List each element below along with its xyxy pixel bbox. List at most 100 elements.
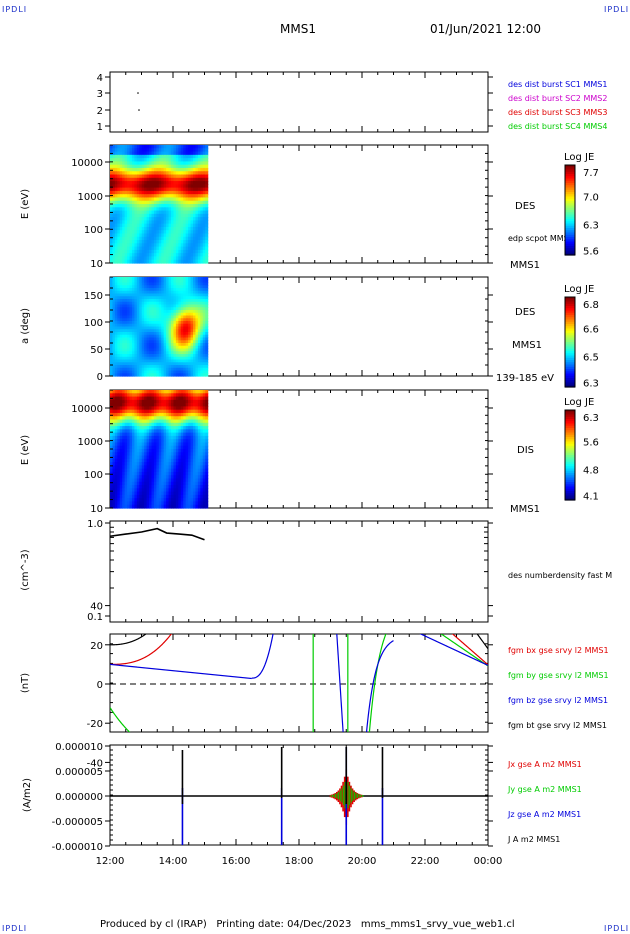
dis-energy-cell bbox=[185, 396, 189, 401]
des-energy-cell bbox=[119, 171, 123, 176]
des-pitch-colorbar-segment bbox=[565, 373, 575, 377]
des-energy-cell bbox=[141, 240, 145, 244]
des-energy-cell bbox=[146, 197, 150, 202]
dis-energy-cell bbox=[134, 491, 138, 496]
dis-energy-cell bbox=[171, 478, 175, 483]
dis-energy-cell bbox=[129, 445, 133, 450]
des-pitch-cell bbox=[141, 334, 145, 339]
des-energy-cell bbox=[131, 249, 136, 254]
dis-energy-cell bbox=[114, 422, 118, 427]
dis-energy-cell bbox=[122, 452, 126, 457]
des-energy-cell bbox=[161, 210, 165, 215]
des-energy-cell bbox=[163, 197, 167, 202]
dis-energy-cell bbox=[158, 442, 162, 447]
des-pitch-cell bbox=[202, 370, 206, 374]
dis-energy-cell bbox=[110, 498, 114, 503]
des-pitch-cell bbox=[122, 345, 126, 350]
dis-energy-cell bbox=[149, 416, 153, 421]
des-pitch-cell bbox=[119, 323, 123, 328]
dis-energy-cell bbox=[136, 488, 140, 493]
dis-energy-colorbar-segment bbox=[565, 450, 575, 454]
dis-energy-cell bbox=[151, 462, 155, 466]
dis-energy-cell bbox=[134, 498, 138, 503]
des-energy-cell bbox=[163, 154, 167, 159]
des-pitch-cell bbox=[171, 329, 175, 333]
dis-energy-cell bbox=[185, 406, 189, 411]
des-pitch-cell bbox=[131, 304, 136, 308]
dis-energy-cell bbox=[127, 445, 131, 450]
dis-energy-cell bbox=[166, 491, 170, 496]
dis-energy-cell bbox=[112, 409, 116, 414]
dis-energy-cell bbox=[185, 442, 189, 447]
dis-energy-cell bbox=[153, 429, 157, 434]
des-energy-cell bbox=[190, 145, 194, 149]
dis-energy-cell bbox=[141, 458, 145, 463]
des-energy-cell bbox=[127, 197, 131, 202]
des-pitch-cell bbox=[185, 285, 189, 289]
des-pitch-y-tick-label: 150 bbox=[84, 291, 103, 302]
des-energy-cell bbox=[193, 210, 197, 215]
des-energy-cell bbox=[190, 177, 194, 182]
dis-energy-cell bbox=[122, 393, 126, 398]
dis-energy-cell bbox=[163, 445, 167, 450]
des-pitch-cell bbox=[156, 277, 160, 281]
des-pitch-cell bbox=[175, 290, 179, 295]
des-energy-cell bbox=[178, 187, 182, 192]
dis-energy-cell bbox=[141, 390, 145, 394]
dis-energy-cell bbox=[161, 426, 165, 430]
dis-energy-cell bbox=[112, 439, 116, 444]
dis-energy-cell bbox=[122, 462, 126, 466]
des-energy-cell bbox=[185, 190, 189, 195]
dis-energy-cell bbox=[188, 455, 192, 460]
des-pitch-cell bbox=[178, 321, 182, 325]
dis-energy-cell bbox=[171, 455, 175, 460]
des-energy-cell bbox=[185, 217, 189, 221]
dis-energy-cell bbox=[131, 393, 136, 398]
des-energy-cell bbox=[158, 174, 162, 179]
des-energy-cell bbox=[202, 246, 206, 251]
des-energy-cell bbox=[158, 220, 162, 225]
dis-energy-cell bbox=[134, 432, 138, 437]
dis-energy-cell bbox=[151, 475, 155, 480]
dis-energy-cell bbox=[153, 445, 157, 450]
des-energy-cell bbox=[180, 177, 184, 182]
des-pitch-cell bbox=[183, 299, 187, 303]
dis-energy-cell bbox=[134, 429, 138, 434]
des-energy-cell bbox=[183, 194, 187, 199]
des-energy-cell bbox=[168, 243, 172, 248]
dis-energy-cell bbox=[127, 432, 131, 437]
des-energy-cell bbox=[156, 181, 160, 185]
des-pitch-cell bbox=[161, 373, 165, 377]
des-pitch-cell bbox=[171, 285, 175, 289]
des-pitch-cell bbox=[134, 337, 138, 341]
des-pitch-cell bbox=[151, 312, 155, 317]
des-pitch-cell bbox=[119, 340, 123, 344]
des-energy-cell bbox=[166, 230, 170, 235]
des-pitch-cell bbox=[188, 348, 192, 352]
des-energy-cell bbox=[156, 253, 160, 258]
des-pitch-cell bbox=[188, 277, 192, 281]
des-pitch-cell bbox=[163, 337, 167, 341]
dis-energy-cell bbox=[149, 393, 153, 398]
des-pitch-cell bbox=[178, 351, 182, 355]
des-pitch-cell bbox=[136, 356, 140, 361]
dis-energy-cell bbox=[139, 396, 143, 401]
dis-energy-cell bbox=[146, 494, 150, 499]
des-energy-cell bbox=[110, 207, 114, 212]
dis-energy-cell bbox=[205, 416, 209, 421]
des-energy-cell bbox=[149, 154, 153, 159]
des-pitch-cell bbox=[202, 367, 206, 372]
des-energy-colorbar-segment bbox=[565, 171, 575, 175]
des-pitch-cell bbox=[158, 288, 162, 292]
dis-energy-cell bbox=[117, 432, 121, 437]
dis-energy-cell bbox=[114, 452, 118, 457]
dis-energy-cell bbox=[205, 481, 209, 486]
des-pitch-cell bbox=[193, 282, 197, 286]
des-pitch-cell bbox=[146, 323, 150, 328]
des-energy-cell bbox=[131, 167, 136, 172]
des-energy-cell bbox=[193, 207, 197, 212]
des-energy-cell bbox=[178, 200, 182, 205]
des-pitch-cell bbox=[156, 359, 160, 363]
des-pitch-cell bbox=[171, 332, 175, 336]
des-pitch-cell bbox=[119, 354, 123, 358]
